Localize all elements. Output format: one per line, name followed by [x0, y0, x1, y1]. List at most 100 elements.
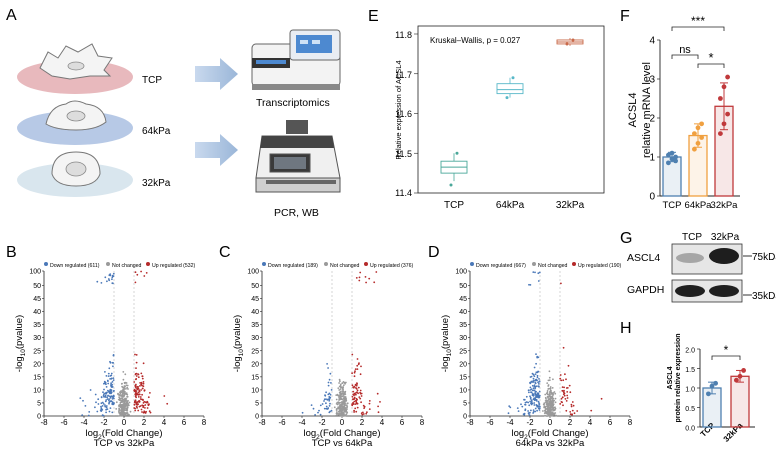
point-notchanged: [123, 400, 125, 403]
point-up: [144, 407, 146, 409]
point-down: [94, 393, 97, 396]
point-down: [327, 367, 329, 369]
point-down: [328, 405, 331, 407]
point-down: [326, 399, 329, 401]
y-tick-label: 45: [459, 296, 467, 303]
point-notchanged: [346, 411, 349, 414]
x-axis-label: log2(Fold Change): [303, 428, 380, 441]
data-point: [725, 74, 730, 80]
point-up: [365, 412, 368, 415]
panel-label-c: C: [219, 244, 231, 261]
point-notchanged: [121, 410, 123, 413]
point-notchanged: [552, 407, 554, 410]
x-tick-label: 8: [628, 418, 633, 427]
panel-label-a: A: [6, 7, 17, 24]
y-axis-label: ASCL4: [667, 366, 674, 389]
point-up: [136, 273, 139, 276]
point-up: [560, 282, 562, 285]
bar-chart-f: ACSL4 relative mRNA level 64kPa TCP 32kP…: [627, 14, 740, 211]
point-down: [538, 409, 541, 411]
point-down: [100, 396, 103, 399]
point-up: [134, 385, 137, 388]
point-down: [108, 399, 110, 402]
legend-marker: [532, 262, 536, 266]
data-point: [721, 84, 727, 90]
point-notchanged: [337, 387, 340, 389]
point-notchanged: [549, 396, 552, 399]
point-notchanged: [124, 393, 127, 395]
point-up: [143, 389, 146, 391]
panel-label-f: F: [620, 8, 630, 25]
point-notchanged: [545, 392, 548, 395]
point-up: [360, 395, 363, 397]
point-notchanged: [339, 383, 342, 386]
point-notchanged: [543, 403, 546, 405]
point-notchanged: [340, 403, 343, 406]
point-down: [110, 377, 113, 380]
point-down: [111, 276, 114, 279]
pcr-machine-icon: [255, 120, 341, 193]
point-notchanged: [554, 401, 557, 404]
data-point: [721, 121, 727, 127]
y-axis-label-part: -log: [14, 356, 25, 372]
point-notchanged: [122, 410, 125, 413]
point-up: [142, 398, 144, 401]
point-notchanged: [126, 384, 129, 387]
point-down: [532, 387, 535, 390]
x-axis-label-part: (Fold Change): [102, 428, 163, 439]
y-tick-label: 50: [251, 283, 259, 290]
x-tick-label: 8: [202, 418, 207, 427]
point-up: [569, 413, 572, 416]
data-point: [713, 380, 718, 386]
point-up: [356, 358, 359, 360]
point-down: [534, 410, 537, 413]
point-notchanged: [121, 389, 124, 392]
point-up: [359, 391, 361, 394]
point-up: [135, 390, 138, 393]
point-down: [112, 379, 115, 381]
point-up: [352, 403, 355, 405]
point-down: [516, 407, 519, 409]
point-up: [134, 407, 137, 410]
stat-annotation: Kruskal–Wallis, p = 0.027: [430, 36, 521, 45]
data-point: [449, 183, 453, 187]
point-down: [111, 381, 114, 383]
point-down: [112, 377, 115, 379]
point-down: [100, 402, 103, 405]
point-up: [140, 382, 143, 385]
point-down: [106, 396, 108, 399]
point-notchanged: [549, 415, 551, 417]
point-down: [532, 412, 534, 414]
point-down: [110, 374, 113, 377]
point-notchanged: [124, 403, 127, 406]
point-down: [97, 398, 100, 401]
point-up: [142, 381, 145, 383]
point-up: [373, 281, 376, 284]
data-point: [734, 377, 739, 383]
y-axis-label: relative mRNA level: [641, 62, 653, 158]
y-tick-label: 50: [33, 283, 41, 290]
point-down: [328, 378, 331, 381]
point-up: [353, 371, 356, 374]
data-point: [669, 150, 675, 156]
point-up: [573, 412, 576, 415]
point-up: [133, 403, 136, 406]
point-down: [102, 403, 105, 405]
point-down: [108, 402, 110, 405]
point-notchanged: [544, 400, 547, 402]
point-up: [351, 384, 354, 387]
point-down: [535, 393, 537, 396]
point-down: [524, 408, 527, 411]
point-notchanged: [124, 373, 127, 376]
point-notchanged: [125, 382, 128, 384]
point-up: [563, 386, 565, 389]
point-notchanged: [549, 406, 552, 409]
point-notchanged: [121, 407, 124, 410]
point-down: [107, 372, 110, 375]
point-up: [148, 410, 151, 413]
point-up: [351, 395, 354, 398]
row-label-gapdh: GAPDH: [627, 284, 664, 296]
volcano-plot-c: Down regulated (189) Not changed Up regula…: [232, 262, 425, 449]
point-up: [560, 379, 563, 382]
substrate-label-tcp: TCP: [142, 75, 162, 86]
